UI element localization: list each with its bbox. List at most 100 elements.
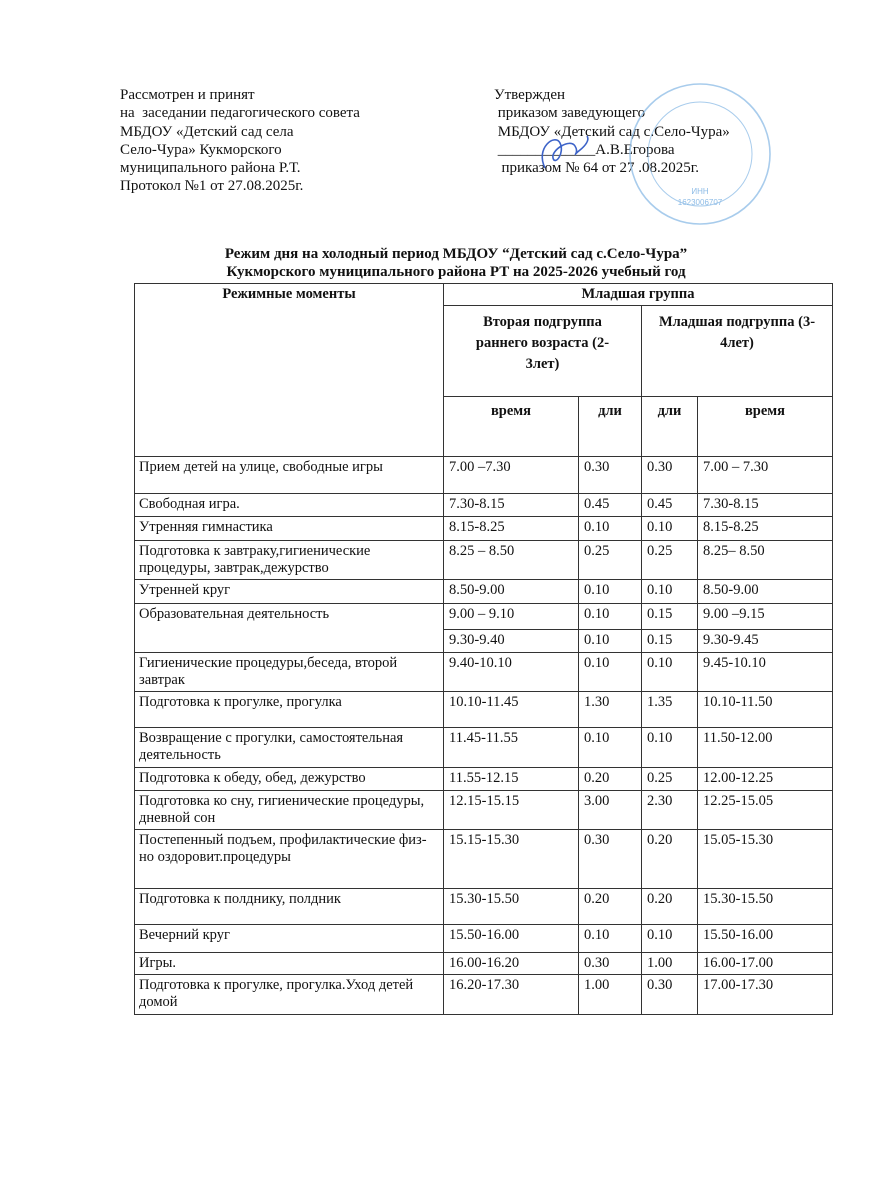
table-row: Подготовка к полднику, полдник 15.30-15.5… xyxy=(134,888,833,925)
time-cell-1: 9.00 – 9.10 xyxy=(443,603,579,630)
approval-block-left: Рассмотрен и принят на заседании педагоги… xyxy=(120,86,360,196)
svg-text:ИНН: ИНН xyxy=(691,187,709,196)
duration-cell-1: 0.10 xyxy=(578,629,642,653)
approval-line: МБДОУ «Детский сад с.Село-Чура» xyxy=(494,123,730,140)
table-row: Подготовка к обеду, обед, дежурство 11.55… xyxy=(134,767,833,791)
approval-line: МБДОУ «Детский сад села xyxy=(120,123,294,140)
time-cell-2: 10.10-11.50 xyxy=(697,691,833,728)
activity-cell: Возвращение с прогулки, самостоятельная … xyxy=(134,727,444,768)
activity-cell: Подготовка к прогулке, прогулка xyxy=(134,691,444,728)
duration-cell-2: 1.35 xyxy=(641,691,698,728)
subheader-time: время xyxy=(697,396,833,457)
time-cell-1: 8.25 – 8.50 xyxy=(443,540,579,580)
duration-cell-1: 0.10 xyxy=(578,603,642,630)
table-row: Возвращение с прогулки, самостоятельная … xyxy=(134,727,833,768)
duration-cell-1: 0.10 xyxy=(578,727,642,768)
time-cell-2: 9.45-10.10 xyxy=(697,652,833,692)
table-row: Подготовка к завтраку,гигиенические проц… xyxy=(134,540,833,580)
approval-line: Рассмотрен и принят xyxy=(120,87,255,103)
time-cell-1: 7.30-8.15 xyxy=(443,493,579,517)
duration-cell-2: 0.25 xyxy=(641,767,698,791)
signature xyxy=(541,135,589,169)
activity-cell: Прием детей на улице, свободные игры xyxy=(134,456,444,494)
time-cell-2: 15.30-15.50 xyxy=(697,888,833,925)
duration-cell-2: 0.10 xyxy=(641,727,698,768)
activity-cell: Утренней круг xyxy=(134,579,444,604)
approval-line: муниципального района Р.Т. xyxy=(120,160,301,177)
time-cell-1: 8.50-9.00 xyxy=(443,579,579,604)
duration-cell-2: 0.15 xyxy=(641,603,698,630)
duration-cell-2: 0.10 xyxy=(641,924,698,953)
duration-cell-1: 1.00 xyxy=(578,974,642,1015)
time-cell-2: 7.00 – 7.30 xyxy=(697,456,833,494)
time-cell-1: 7.00 –7.30 xyxy=(443,456,579,494)
time-cell-2: 7.30-8.15 xyxy=(697,493,833,517)
activity-cell: Подготовка к прогулке, прогулка.Уход дет… xyxy=(134,974,444,1015)
activity-cell: Постепенный подъем, профилактические физ… xyxy=(134,829,444,889)
header-subgroup-2: Младшая подгруппа (3-4лет) xyxy=(641,305,833,397)
time-cell-2: 8.50-9.00 xyxy=(697,579,833,604)
activity-cell: Подготовка к обеду, обед, дежурство xyxy=(134,767,444,791)
duration-cell-2: 0.30 xyxy=(641,456,698,494)
title-line-1: Режим дня на холодный период МБДОУ “Детс… xyxy=(224,246,688,262)
svg-text:1623006707: 1623006707 xyxy=(678,198,723,207)
document-title: Режим дня на холодный период МБДОУ “Детс… xyxy=(0,245,872,281)
table-row: Подготовка к прогулке, прогулка 10.10-11.… xyxy=(134,691,833,728)
duration-cell-2: 1.00 xyxy=(641,952,698,975)
duration-cell-2: 2.30 xyxy=(641,790,698,830)
time-cell-1: 9.30-9.40 xyxy=(443,629,579,653)
subheader-time: время xyxy=(443,396,579,457)
table-row: Утренней круг 8.50-9.00 0.10 0.10 8.50-9.00 xyxy=(134,579,833,604)
table-row: Прием детей на улице, свободные игры 7.00… xyxy=(134,456,833,494)
time-cell-1: 16.00-16.20 xyxy=(443,952,579,975)
duration-cell-1: 0.25 xyxy=(578,540,642,580)
duration-cell-1: 0.30 xyxy=(578,952,642,975)
time-cell-2: 15.05-15.30 xyxy=(697,829,833,889)
time-cell-1: 11.45-11.55 xyxy=(443,727,579,768)
activity-cell: Образовательная деятельность xyxy=(134,603,444,653)
duration-cell-1: 0.10 xyxy=(578,579,642,604)
duration-cell-1: 0.10 xyxy=(578,652,642,692)
subheader-duration: дли xyxy=(641,396,698,457)
time-cell-1: 16.20-17.30 xyxy=(443,974,579,1015)
table-row: Постепенный подъем, профилактические физ… xyxy=(134,829,833,889)
duration-cell-1: 0.20 xyxy=(578,767,642,791)
duration-cell-1: 0.30 xyxy=(578,829,642,889)
header-subgroup-1: Вторая подгруппа раннего возраста (2-3ле… xyxy=(443,305,642,397)
time-cell-2: 15.50-16.00 xyxy=(697,924,833,953)
duration-cell-2: 0.45 xyxy=(641,493,698,517)
approval-line: Утвержден xyxy=(494,87,566,103)
table-row: Свободная игра. 7.30-8.15 0.45 0.45 7.30-8.1… xyxy=(134,493,833,517)
time-cell-2: 11.50-12.00 xyxy=(697,727,833,768)
time-cell-2: 17.00-17.30 xyxy=(697,974,833,1015)
time-cell-1: 15.30-15.50 xyxy=(443,888,579,925)
duration-cell-2: 0.20 xyxy=(641,888,698,925)
duration-cell-1: 0.45 xyxy=(578,493,642,517)
time-cell-1: 9.40-10.10 xyxy=(443,652,579,692)
table-row: Вечерний круг 15.50-16.00 0.10 0.10 15.50-16… xyxy=(134,924,833,953)
activity-cell: Свободная игра. xyxy=(134,493,444,517)
time-cell-1: 11.55-12.15 xyxy=(443,767,579,791)
duration-cell-1: 0.10 xyxy=(578,924,642,953)
time-cell-2: 9.00 –9.15 xyxy=(697,603,833,630)
duration-cell-2: 0.10 xyxy=(641,652,698,692)
schedule-table: Режимные моменты Младшая группа Вторая под… xyxy=(134,283,833,1015)
subheader-duration: дли xyxy=(578,396,642,457)
duration-cell-2: 0.20 xyxy=(641,829,698,889)
approval-line: Село-Чура» Кукморского xyxy=(120,141,282,158)
time-cell-2: 12.25-15.05 xyxy=(697,790,833,830)
duration-cell-2: 0.30 xyxy=(641,974,698,1015)
table-row: Образовательная деятельность 9.00 – 9.10 0… xyxy=(134,603,833,653)
duration-cell-1: 0.30 xyxy=(578,456,642,494)
duration-cell-1: 0.10 xyxy=(578,516,642,541)
time-cell-2: 12.00-12.25 xyxy=(697,767,833,791)
activity-cell: Гигиенические процедуры,беседа, второй з… xyxy=(134,652,444,692)
activity-cell: Подготовка к завтраку,гигиенические проц… xyxy=(134,540,444,580)
activity-cell: Подготовка к полднику, полдник xyxy=(134,888,444,925)
approval-line: Протокол №1 от 27.08.2025г. xyxy=(120,178,304,195)
time-cell-1: 8.15-8.25 xyxy=(443,516,579,541)
time-cell-2: 8.25– 8.50 xyxy=(697,540,833,580)
table-row: Утренняя гимнастика 8.15-8.25 0.10 0.10 8.15… xyxy=(134,516,833,541)
activity-cell: Утренняя гимнастика xyxy=(134,516,444,541)
approval-line: на заседании педагогического совета xyxy=(120,105,360,122)
